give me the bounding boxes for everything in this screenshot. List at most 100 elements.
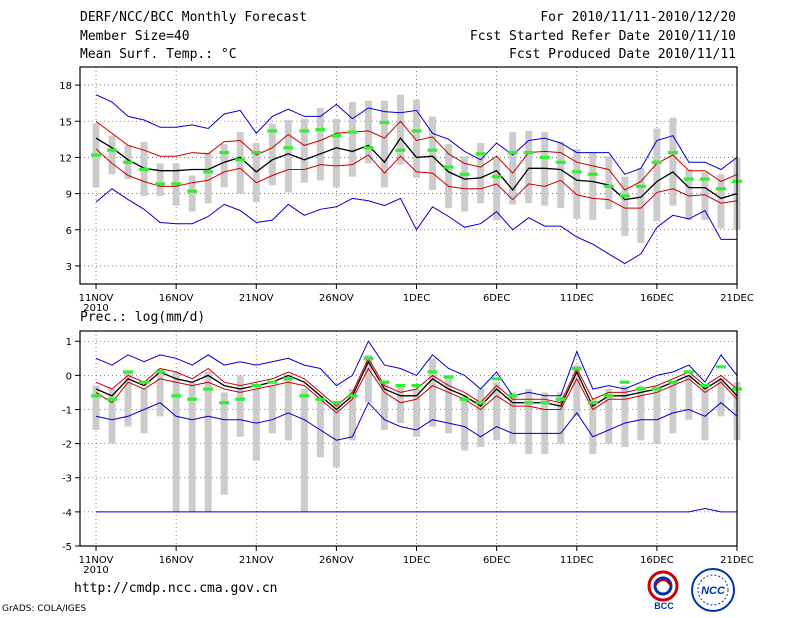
observed-marker [395,384,406,388]
bottom-panel-variable-label: Prec.: log(mm/d) [80,310,206,325]
x-tick-label: 21DEC [720,293,754,304]
y-tick-label: 6 [66,226,72,237]
observed-marker [139,380,150,384]
ensemble-range-bar [300,389,308,512]
observed-marker [699,177,710,181]
ensemble-range-bar [316,107,324,181]
observed-marker [427,148,438,152]
x-tick-sublabel: 2010 [83,565,108,576]
observed-marker [571,366,582,371]
y-tick-label: 0 [66,371,72,382]
ensemble-range-bar [493,158,501,221]
observed-marker [603,184,614,188]
ensemble-range-bar [348,389,356,441]
observed-marker [571,170,582,174]
observed-marker [123,160,134,164]
ensemble-range-bar [316,395,324,458]
ensemble-range-bar [364,100,372,164]
observed-marker [235,158,246,162]
observed-marker [651,160,662,164]
observed-marker [667,150,678,155]
chart-title: DERF/NCC/BCC Monthly Forecast [80,10,307,25]
observed-marker [171,394,182,398]
x-tick-label: 16DEC [640,555,674,566]
y-tick-label: -5 [62,542,72,553]
y-tick-label: -3 [62,474,72,485]
ensemble-range-bar [701,385,709,441]
observed-marker [715,187,726,191]
ensemble-range-bar [477,142,485,204]
series-line-min [95,401,738,441]
x-tick-label: 11DEC [560,293,594,304]
x-tick-label: 26NOV [319,293,354,304]
observed-marker [427,370,438,374]
ensemble-range-bar [429,116,437,190]
ensemble-range-bar [509,392,517,444]
ensemble-range-bar [268,385,276,434]
observed-marker [363,146,374,150]
ensemble-range-bar [525,130,533,204]
observed-marker [715,365,726,369]
x-tick-label: 16NOV [159,293,194,304]
observed-marker [523,150,534,155]
ensemble-range-bar [268,123,276,186]
ensemble-range-bar [220,144,228,188]
ensemble-range-bar [236,375,244,437]
observed-marker [379,380,390,384]
y-tick-label: 3 [66,262,72,273]
x-tick-label: 26NOV [319,555,354,566]
ensemble-range-bar [156,368,164,417]
ensemble-range-bar [300,118,308,183]
observed-marker [107,148,118,152]
observed-marker [379,120,390,125]
plot-frame [79,330,738,547]
observed-marker [363,356,374,360]
ensemble-range-bar [204,371,212,512]
observed-marker [507,394,518,398]
ensemble-range-bar [605,389,613,444]
observed-marker [315,397,326,401]
observed-marker [299,129,310,133]
ensemble-range-bar [252,389,260,461]
x-tick-label: 16DEC [640,293,674,304]
ensemble-range-bar [380,382,388,430]
observed-marker [91,153,102,157]
observed-marker [155,182,166,186]
ensemble-range-bar [140,389,148,434]
source-url-link[interactable]: http://cmdp.ncc.cma.gov.cn [74,581,278,596]
observed-marker [267,380,278,384]
observed-marker [459,172,470,176]
ensemble-range-bar [124,371,132,427]
x-tick-label: 1DEC [403,293,430,304]
ensemble-range-bar [348,101,356,177]
observed-marker [411,129,422,133]
observed-marker [251,150,262,155]
ensemble-range-bar [621,176,629,236]
ensemble-range-bar [332,118,340,188]
observed-marker [491,377,502,381]
produced-date-label: Fcst Produced Date 2010/11/11 [509,47,736,62]
ensemble-range-bar [364,354,372,403]
ensemble-range-bar [685,375,693,420]
ensemble-range-bar [445,375,453,434]
x-tick-label: 21DEC [720,555,754,566]
observed-marker [667,380,678,384]
observed-marker [187,397,198,401]
observed-marker [219,401,230,405]
ensemble-range-bar [717,174,725,229]
observed-marker [187,189,198,193]
ensemble-range-bar [509,132,517,205]
observed-marker [203,387,214,391]
bcc-logo: BCC [647,570,679,610]
ensemble-range-bar [108,135,116,175]
observed-marker [619,380,630,384]
observed-marker [395,148,406,152]
x-tick-label: 1DEC [403,555,430,566]
observed-marker [635,387,646,391]
y-tick-label: 15 [59,117,72,128]
ensemble-range-bar [413,99,421,178]
ensemble-range-bar [445,144,453,209]
x-tick-label: 16NOV [159,555,194,566]
observed-marker [139,167,150,172]
